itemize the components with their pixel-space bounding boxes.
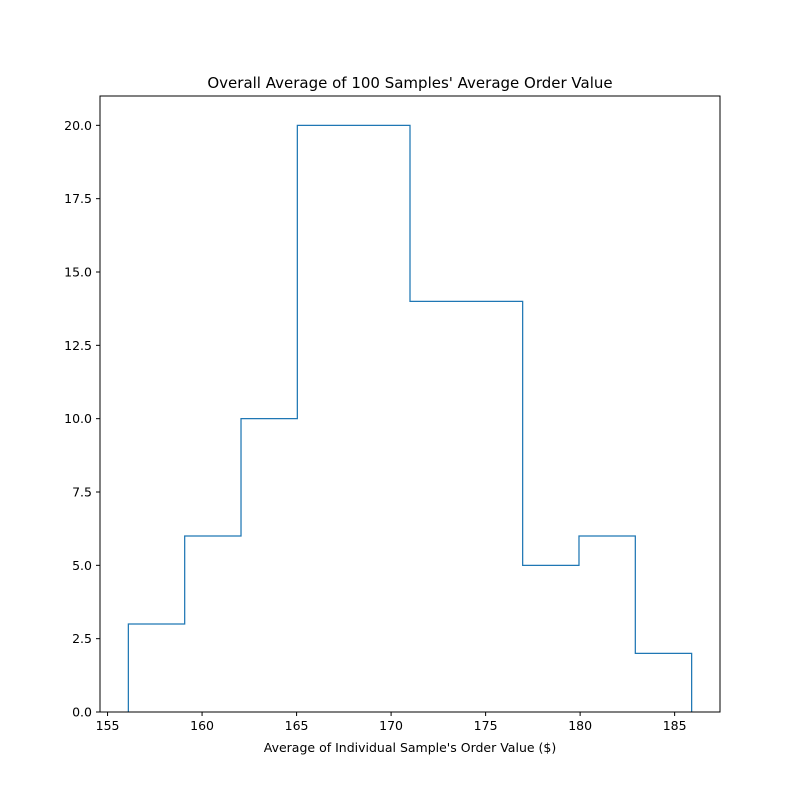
axes-frame [99,95,721,713]
y-tick-label: 12.5 [64,338,92,353]
chart-title: Overall Average of 100 Samples' Average … [207,74,612,92]
y-tick-label: 10.0 [64,411,92,426]
x-tick-label: 155 [96,718,120,733]
x-tick-label: 185 [663,718,687,733]
x-axis-label: Average of Individual Sample's Order Val… [264,740,556,755]
y-tick-label: 20.0 [64,118,92,133]
y-axis-ticks: 0.0 2.5 5.0 7.5 10.0 12.5 15.0 17.5 20.0 [64,118,100,720]
y-tick-label: 7.5 [72,485,92,500]
x-tick-label: 175 [474,718,498,733]
x-axis-ticks: 155 160 165 170 175 180 185 [96,712,687,733]
y-tick-label: 2.5 [72,631,92,646]
histogram-step-outline [127,124,693,712]
x-tick-label: 160 [190,718,214,733]
plot-area [127,124,693,712]
x-tick-label: 170 [379,718,403,733]
y-tick-label: 0.0 [72,705,92,720]
x-tick-label: 165 [285,718,309,733]
y-tick-label: 17.5 [64,191,92,206]
y-tick-label: 15.0 [64,265,92,280]
y-tick-label: 5.0 [72,558,92,573]
x-tick-label: 180 [568,718,592,733]
